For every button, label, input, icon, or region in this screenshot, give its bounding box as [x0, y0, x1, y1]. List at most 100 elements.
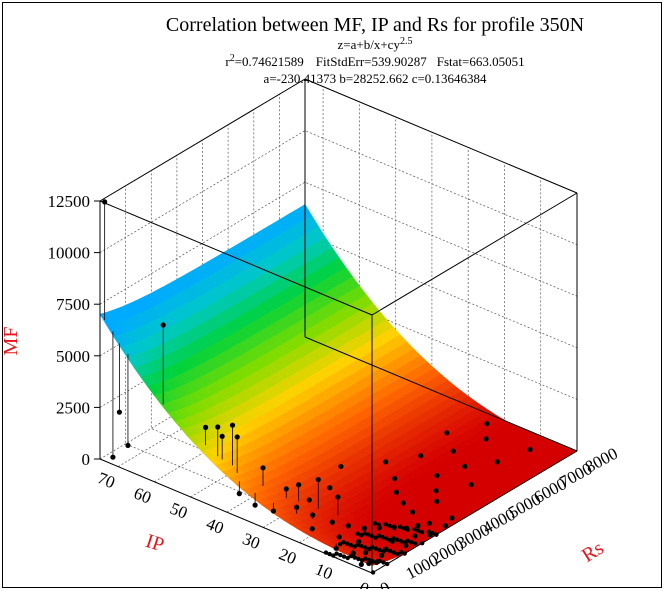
data-point — [337, 541, 343, 547]
data-point — [110, 454, 116, 460]
data-point — [352, 555, 357, 560]
data-point — [270, 508, 277, 514]
data-point — [359, 533, 364, 538]
z-tick-label: 0 — [82, 450, 91, 469]
z-tick-label: 10000 — [48, 244, 91, 263]
data-point — [229, 422, 236, 428]
chart-stats: r2=0.74621589 FitStdErr=539.90287 Fstat=66… — [225, 53, 524, 69]
data-point — [294, 504, 300, 510]
data-point — [376, 522, 382, 528]
data-point — [381, 560, 386, 565]
box-floor-right-edge — [304, 336, 578, 452]
data-point — [352, 544, 357, 549]
x-axis-label: Rs — [578, 537, 608, 567]
data-point — [449, 515, 455, 521]
chart-title-block: Correlation between MF, IP and Rs for pr… — [166, 14, 584, 86]
data-point — [366, 557, 372, 563]
data-point — [215, 424, 221, 430]
data-point — [315, 476, 321, 483]
data-point — [412, 527, 417, 532]
y-tick-label: 30 — [240, 529, 263, 553]
chart-equation: z=a+b/x+cy2.5 — [338, 36, 413, 52]
stat-r2-label: r — [225, 54, 230, 69]
data-point — [355, 542, 361, 547]
z-grid-line — [99, 130, 578, 253]
stat-r2-sup: 2 — [230, 53, 235, 64]
z-grid-line — [99, 78, 578, 202]
data-point — [219, 433, 225, 439]
y-tick-label: 50 — [167, 499, 190, 523]
x-axis-line — [371, 450, 578, 574]
y-tick-label: 10 — [312, 560, 335, 584]
data-point — [412, 533, 418, 539]
data-point — [116, 409, 123, 415]
data-point — [468, 481, 474, 488]
data-point — [372, 521, 378, 526]
chart-title: Correlation between MF, IP and Rs for pr… — [166, 14, 584, 36]
data-point — [363, 556, 368, 561]
chart-svg: Correlation between MF, IP and Rs for pr… — [3, 14, 621, 589]
data-point — [387, 523, 392, 529]
z-tick-label: 5000 — [56, 347, 90, 366]
data-point — [374, 560, 379, 566]
box-top-left-edge — [99, 200, 373, 316]
data-point — [393, 489, 400, 495]
data-point — [384, 547, 389, 552]
data-point — [415, 523, 421, 529]
data-point — [484, 421, 490, 427]
data-point — [252, 502, 258, 508]
stat-fstat: Fstat=663.05051 — [437, 54, 525, 69]
data-point — [444, 430, 450, 436]
y-tick-label: 40 — [204, 514, 227, 538]
data-point — [356, 556, 361, 562]
data-point — [296, 482, 302, 488]
data-point — [433, 488, 439, 494]
data-point — [361, 525, 367, 531]
data-point — [419, 530, 425, 535]
y-tick-label: 70 — [95, 468, 118, 492]
data-point — [379, 552, 385, 559]
data-point — [397, 524, 403, 530]
z-tick-label: 2500 — [56, 398, 90, 417]
data-point — [344, 541, 350, 546]
data-point — [366, 532, 371, 537]
data-point — [430, 531, 435, 536]
data-point — [405, 538, 410, 543]
data-point — [125, 442, 131, 449]
data-point — [383, 522, 388, 527]
data-point — [359, 543, 364, 549]
data-point — [334, 551, 339, 556]
equation-exponent: 2.5 — [400, 36, 413, 47]
data-point — [462, 463, 468, 469]
data-point — [380, 535, 385, 540]
data-point — [409, 539, 414, 545]
data-point — [363, 545, 368, 550]
data-point — [329, 519, 335, 525]
data-point — [203, 424, 209, 430]
data-point — [398, 549, 404, 555]
z-tick-label: 12500 — [48, 192, 91, 211]
data-point — [392, 475, 398, 482]
data-point — [373, 535, 378, 540]
data-point — [341, 554, 347, 559]
box-top-right-edge — [304, 78, 578, 194]
stat-fitstderr: FitStdErr=539.90287 — [316, 54, 427, 69]
data-point — [373, 546, 379, 551]
data-point — [338, 552, 343, 558]
data-point — [348, 542, 354, 548]
data-point — [410, 509, 416, 515]
data-point — [401, 526, 407, 531]
data-point — [398, 538, 403, 544]
data-point — [390, 525, 396, 530]
data-point — [310, 512, 316, 518]
equation-base: z=a+b/x+cy — [338, 37, 401, 52]
y-tick-label: 0 — [357, 578, 372, 589]
data-point — [363, 550, 369, 556]
data-point — [336, 534, 342, 540]
data-point — [345, 523, 351, 529]
data-point — [416, 528, 421, 533]
x-tick-label: 8000 — [582, 444, 621, 477]
data-point — [377, 547, 382, 553]
data-point — [377, 558, 383, 564]
